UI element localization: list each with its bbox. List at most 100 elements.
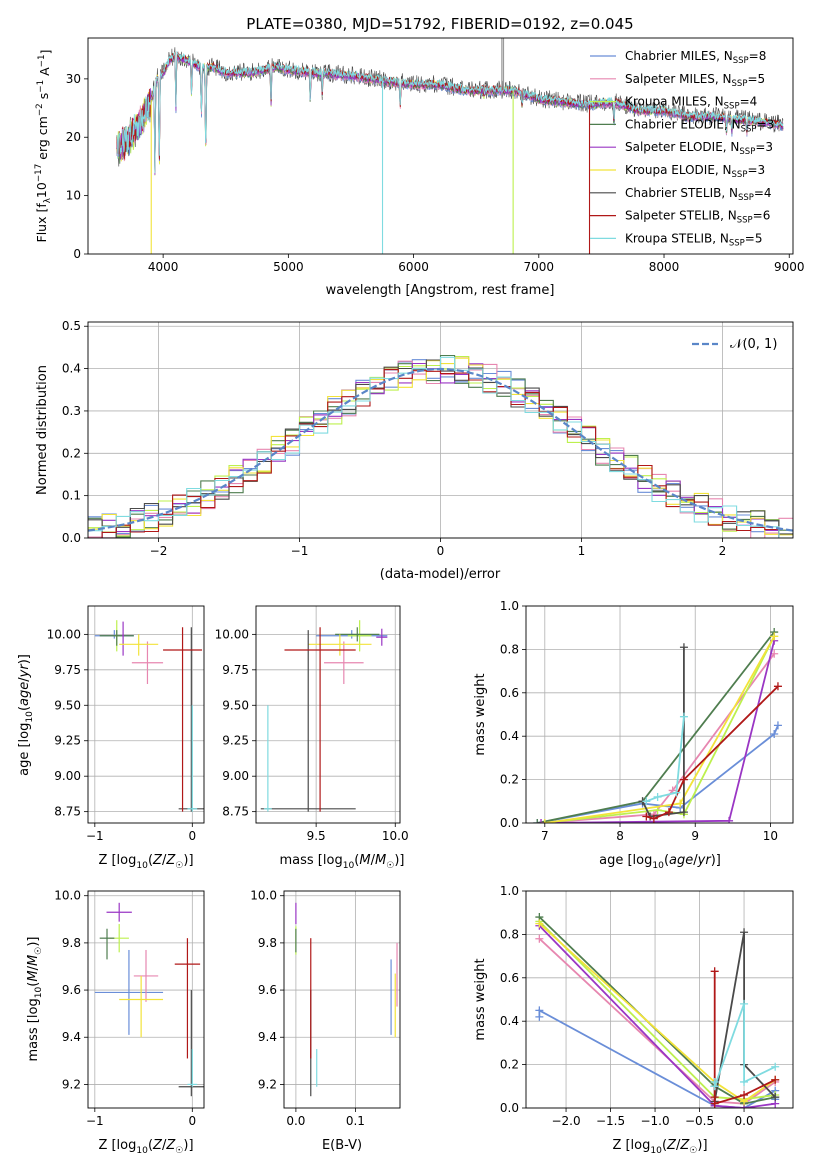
weight-point <box>770 730 779 739</box>
x-axis-label: Z [log10(Z/Z☉)] <box>98 1138 193 1156</box>
weight-point <box>679 643 688 652</box>
weight-point <box>679 712 688 721</box>
label-part: −2 <box>35 103 45 116</box>
x-tick-label: 10 <box>763 829 778 843</box>
legend-value: =3 <box>757 117 775 131</box>
label-part: yr <box>17 663 32 679</box>
x-axis-label: Z [log10(Z/Z☉)] <box>98 853 193 871</box>
ticks: 9.5 10.0 8.75 9.00 9.25 9.50 9.75 10.00 <box>215 627 409 843</box>
y-tick-label: 10.00 <box>215 627 249 641</box>
mass-vs-metallicity-plot: −1 09.29.49.69.810.0Z [log10(Z/Z☉)]mass [… <box>26 889 205 1156</box>
legend-sub: SSP <box>739 147 755 157</box>
errorbar-salpeter-miles <box>131 641 164 685</box>
y-tick-label: 9.25 <box>54 734 81 748</box>
legend-label: Chabrier ELODIE, NSSP=3 <box>625 117 774 134</box>
x-tick-label: 4000 <box>148 260 179 274</box>
label-part: / <box>693 853 698 868</box>
label-part: Z <box>165 1138 176 1153</box>
ticks: −1 0 9.2 9.4 9.6 9.8 10.0 <box>54 889 196 1128</box>
y-tick-label: 0.2 <box>500 1058 519 1072</box>
label-part: λ <box>43 198 53 203</box>
label-part: 10 <box>34 182 49 198</box>
legend-label: 𝒩(0, 1) <box>730 337 777 352</box>
x-tick-label: 0 <box>188 829 196 843</box>
weight-point <box>740 1077 749 1086</box>
x-axis-label: (data-model)/error <box>380 567 501 582</box>
label-part: ☉ <box>175 1146 183 1156</box>
weight-line <box>538 925 776 1108</box>
label-part: yr <box>697 853 713 868</box>
residuals-histogram-plot: −2 −1 0 1 2 0.0 0.1 0.2 0.3 0.4 0.5 𝒩(0, 1) (data-mo… <box>35 319 794 582</box>
x-axis-label: Z [log10(Z/Z☉)] <box>612 1138 707 1156</box>
label-part: )] <box>183 853 193 868</box>
x-tick-label: −0.5 <box>685 1114 714 1128</box>
weight-line <box>645 716 685 803</box>
axes-frame <box>87 37 794 255</box>
legend-text: Salpeter MILES, N <box>625 72 732 86</box>
label-part: −1 <box>36 80 46 93</box>
age-vs-mass-plot: 9.5 10.0 8.75 9.00 9.25 9.50 9.75 10.00 mass [lo… <box>215 605 409 871</box>
legend-label: Salpeter STELIB, NSSP=6 <box>625 209 770 226</box>
label-part: ( <box>148 1138 153 1153</box>
grid <box>88 606 204 823</box>
y-tick-label: 9.2 <box>258 1077 277 1091</box>
weight-point <box>649 814 658 823</box>
errorbar-salpeter-stelib <box>163 627 203 812</box>
label-part: ☉ <box>386 861 394 871</box>
label-part: ☉ <box>34 947 44 955</box>
label-part: mass [log <box>280 853 343 868</box>
weight-point <box>773 682 782 691</box>
y-tick-label: 9.4 <box>62 1030 81 1044</box>
y-tick-label: 9.00 <box>222 769 249 783</box>
label-part: 10 <box>343 861 355 871</box>
legend-sub: SSP <box>724 102 740 112</box>
errorbar-kroupa-stelib <box>187 705 198 812</box>
x-tick-label: −1.0 <box>640 1114 669 1128</box>
label-part: M <box>359 853 370 868</box>
legend-value: =3 <box>755 140 773 154</box>
weight-point <box>710 1082 719 1091</box>
weight-point <box>540 819 549 823</box>
label-part: age [log <box>599 853 652 868</box>
weight-line <box>641 647 685 818</box>
y-tick-label: 8.75 <box>54 805 81 819</box>
x-tick-label: 10.0 <box>382 829 409 843</box>
weight-point <box>642 797 651 806</box>
figure-title: PLATE=0380, MJD=51792, FIBERID=0192, z=0… <box>246 15 633 33</box>
label-part: ] <box>38 50 53 55</box>
y-tick-label: 9.75 <box>54 663 81 677</box>
weight-series-kroupa-miles <box>540 632 779 823</box>
weight-line <box>538 920 776 1101</box>
label-part: M <box>375 853 386 868</box>
legend-sub: SSP <box>732 79 748 89</box>
axes-frame <box>283 890 401 1109</box>
y-axis-label: mass [log10(M/M☉)] <box>26 937 44 1062</box>
weight-point <box>710 1099 719 1108</box>
x-tick-label: 9 <box>691 829 699 843</box>
label-part: erg cm <box>35 116 50 164</box>
label-part: ( <box>662 1138 667 1153</box>
y-tick-label: 10.0 <box>54 889 81 903</box>
weight-point <box>672 788 681 797</box>
axes-frame <box>525 890 794 1109</box>
legend-label: Kroupa STELIB, NSSP=5 <box>625 231 763 248</box>
weight-point <box>535 1006 544 1015</box>
weight-point <box>725 816 734 823</box>
x-tick-label: 7000 <box>524 260 555 274</box>
x-tick-label: 8000 <box>649 260 680 274</box>
label-part: )] <box>26 937 41 947</box>
label-part: )] <box>394 853 404 868</box>
weight-point <box>770 632 779 641</box>
legend-text: Chabrier MILES, N <box>625 49 733 63</box>
errorbar-salpeter-stelib <box>284 627 356 812</box>
legend-sub: SSP <box>732 170 748 180</box>
histogram-salpeter-stelib <box>88 368 793 538</box>
legend-text: Salpeter STELIB, N <box>625 209 737 223</box>
y-tick-label: 0.0 <box>62 531 81 545</box>
errorbar-kroupa-stelib <box>187 1049 198 1087</box>
label-part: / <box>17 677 32 682</box>
label-part: ( <box>17 706 32 711</box>
x-tick-label: 0.0 <box>735 1114 754 1128</box>
legend-sub: SSP <box>738 193 754 203</box>
